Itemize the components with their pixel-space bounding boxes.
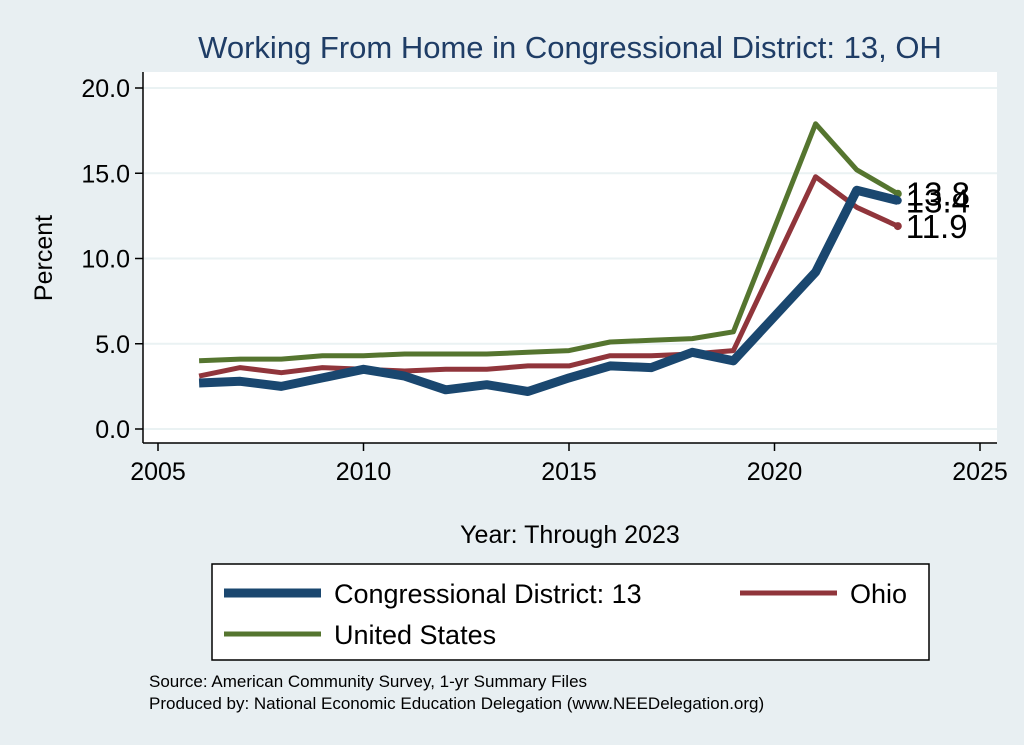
producer-note: Produced by: National Economic Education… xyxy=(149,694,764,713)
y-tick-label: 5.0 xyxy=(95,331,130,359)
series-lines xyxy=(198,121,902,396)
x-axis-title: Year: Through 2023 xyxy=(460,521,680,549)
chart-title: Working From Home in Congressional Distr… xyxy=(198,30,942,65)
x-tick-label: 2020 xyxy=(747,458,803,486)
legend-label-2: United States xyxy=(334,620,496,650)
series-line-1 xyxy=(198,174,899,379)
series-line-0 xyxy=(198,185,899,396)
y-tick-label: 0.0 xyxy=(95,416,130,444)
end-value-label: 13.4 xyxy=(906,183,970,220)
end-value-label: 11.9 xyxy=(906,208,968,245)
gridlines xyxy=(143,87,997,430)
y-tick-label: 15.0 xyxy=(81,160,130,188)
legend-label-0: Congressional District: 13 xyxy=(334,579,642,609)
legend: Congressional District: 13 Ohio United Sta… xyxy=(224,579,907,650)
legend-box xyxy=(211,563,930,661)
y-tick-label: 20.0 xyxy=(81,75,130,103)
x-tick-label: 2015 xyxy=(541,458,597,486)
legend-label-1: Ohio xyxy=(850,579,907,609)
series-end-point-0 xyxy=(893,196,902,205)
y-tick-label: 10.0 xyxy=(81,246,130,274)
x-tick-label: 2010 xyxy=(336,458,392,486)
end-value-label: 13.8 xyxy=(906,176,970,213)
axes: 0.0 5.0 10.0 15.0 20.0 2005 2010 2015 2020 2025 xyxy=(81,72,1008,486)
y-axis-title: Percent xyxy=(30,215,58,301)
end-labels: 13.411.913.8 xyxy=(906,176,970,245)
source-note: Source: American Community Survey, 1-yr … xyxy=(149,672,587,691)
x-tick-label: 2025 xyxy=(952,458,1008,486)
x-tick-label: 2005 xyxy=(130,458,186,486)
series-end-point-1 xyxy=(893,222,902,231)
series-line-2 xyxy=(198,121,900,364)
